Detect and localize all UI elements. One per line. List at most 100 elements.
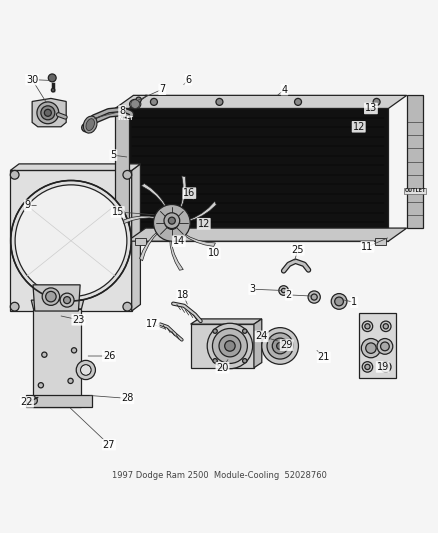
Text: 5: 5 [110,150,117,160]
Circle shape [123,302,132,311]
Circle shape [282,288,286,293]
Circle shape [362,362,373,372]
Circle shape [365,324,370,329]
Circle shape [60,293,74,307]
Circle shape [38,383,43,388]
Text: 4: 4 [282,85,288,95]
Circle shape [272,338,288,354]
Polygon shape [32,99,66,127]
Text: 1997 Dodge Ram 2500  Module-Cooling  52028760: 1997 Dodge Ram 2500 Module-Cooling 52028… [112,471,326,480]
Circle shape [219,335,241,357]
Text: 27: 27 [103,440,115,450]
Text: 30: 30 [26,75,38,85]
Circle shape [123,171,132,179]
Circle shape [68,378,73,384]
Circle shape [153,205,190,241]
Polygon shape [176,228,215,246]
Polygon shape [127,108,389,241]
Ellipse shape [130,99,141,109]
Circle shape [243,359,247,363]
Text: 3: 3 [249,284,255,294]
Polygon shape [176,176,186,217]
Text: 28: 28 [121,393,134,403]
Text: 18: 18 [177,290,189,300]
Circle shape [212,328,247,364]
Circle shape [365,364,370,369]
Circle shape [335,297,343,306]
Circle shape [81,365,91,375]
Circle shape [136,97,141,102]
Polygon shape [178,201,216,223]
Polygon shape [124,216,166,224]
Polygon shape [11,171,132,311]
Text: 8: 8 [119,106,125,116]
Circle shape [131,100,140,108]
Circle shape [381,362,391,372]
Circle shape [48,74,56,82]
Circle shape [243,329,247,333]
Circle shape [279,286,288,295]
Circle shape [41,106,55,120]
Polygon shape [254,319,262,368]
Polygon shape [170,229,183,270]
Polygon shape [11,164,141,171]
Ellipse shape [83,116,97,133]
Circle shape [150,99,157,106]
Text: 20: 20 [216,363,229,373]
Text: 25: 25 [291,245,304,255]
Circle shape [294,99,301,106]
Text: 26: 26 [103,351,115,361]
Circle shape [311,294,317,300]
Circle shape [46,292,56,302]
Text: 23: 23 [72,315,85,325]
Circle shape [29,397,37,405]
Polygon shape [191,324,254,368]
Circle shape [216,99,223,106]
Circle shape [11,171,19,179]
Text: 14: 14 [173,236,185,246]
Circle shape [169,220,174,225]
Text: OUTLET: OUTLET [404,188,426,193]
Circle shape [165,216,178,229]
Polygon shape [26,395,92,407]
Polygon shape [115,108,129,241]
Text: 9: 9 [25,200,31,211]
Text: 12: 12 [198,219,210,229]
Text: 13: 13 [365,103,377,114]
Polygon shape [140,225,166,261]
Circle shape [373,99,380,106]
Circle shape [366,343,376,353]
Polygon shape [132,164,141,311]
Circle shape [362,321,373,332]
Polygon shape [407,95,424,228]
Circle shape [213,329,217,333]
Polygon shape [127,228,407,241]
Circle shape [15,185,127,297]
Text: 29: 29 [280,340,293,350]
Polygon shape [191,319,262,324]
Circle shape [44,109,51,116]
Circle shape [11,181,131,301]
Circle shape [213,359,217,363]
Circle shape [262,328,298,364]
Circle shape [277,343,284,350]
Text: 24: 24 [256,332,268,341]
Text: 15: 15 [112,207,124,217]
Circle shape [51,88,55,92]
Text: 22: 22 [21,397,33,407]
Circle shape [81,366,90,374]
FancyBboxPatch shape [135,238,146,245]
Polygon shape [31,300,84,309]
Polygon shape [33,309,81,407]
FancyBboxPatch shape [375,238,386,245]
Circle shape [42,288,60,305]
Circle shape [381,342,389,351]
Circle shape [225,341,235,351]
Circle shape [11,302,19,311]
Circle shape [42,352,47,357]
Circle shape [383,364,389,369]
Circle shape [37,102,59,124]
Circle shape [377,338,393,354]
Circle shape [267,333,293,359]
Text: 10: 10 [208,248,220,259]
